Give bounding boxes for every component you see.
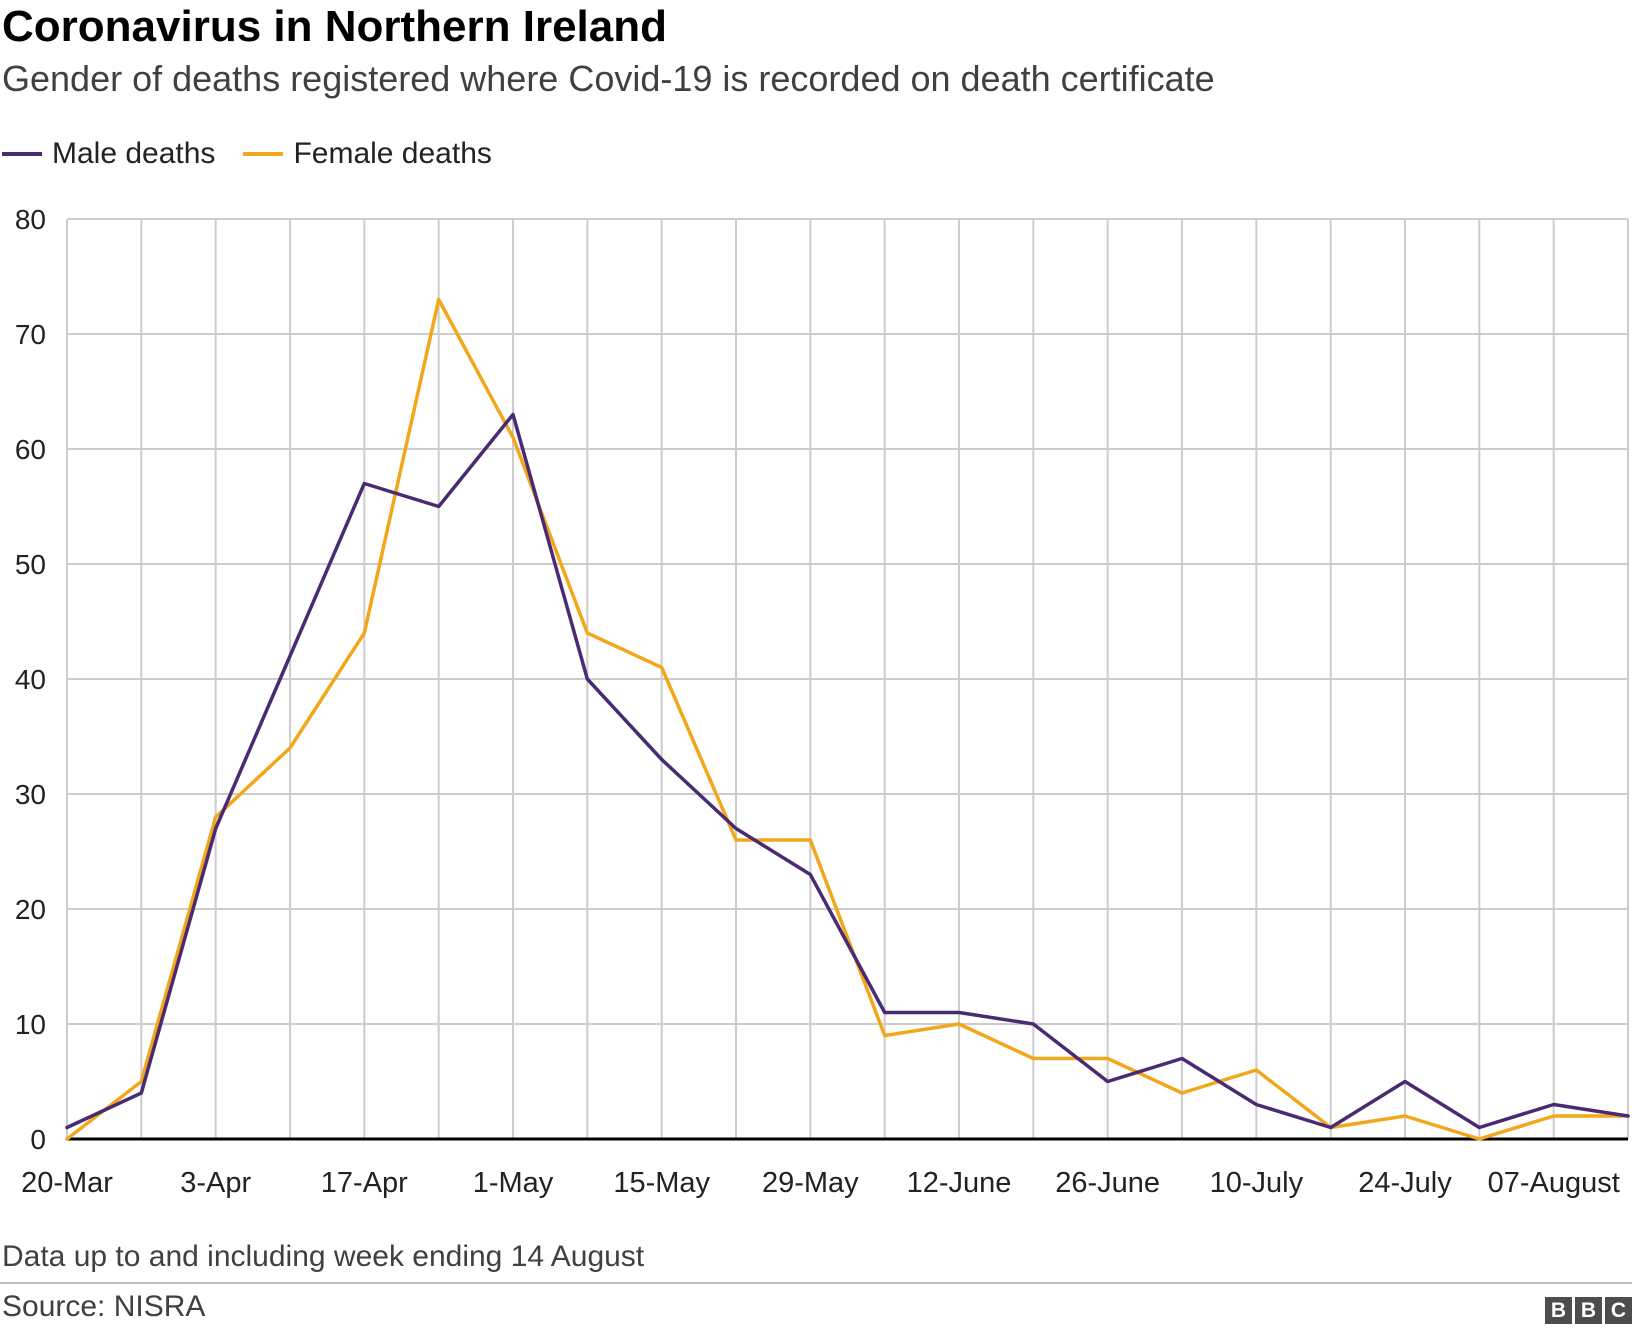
x-tick-label: 15-May bbox=[613, 1167, 710, 1199]
x-tick-label: 26-June bbox=[1055, 1167, 1160, 1199]
footer-divider bbox=[0, 1282, 1632, 1284]
y-tick-label: 60 bbox=[15, 434, 46, 465]
logo-letter: B bbox=[1575, 1297, 1602, 1324]
chart-title: Coronavirus in Northern Ireland bbox=[2, 2, 667, 51]
x-tick-label: 12-June bbox=[907, 1167, 1012, 1199]
series-line-female-deaths bbox=[65, 297, 1630, 1141]
chart-subtitle: Gender of deaths registered where Covid-… bbox=[2, 58, 1215, 99]
x-tick-label: 3-Apr bbox=[180, 1167, 251, 1199]
legend-swatch-female bbox=[243, 152, 284, 156]
logo-letter: B bbox=[1545, 1297, 1572, 1324]
legend-label-female: Female deaths bbox=[293, 137, 492, 170]
x-tick-label: 24-July bbox=[1358, 1167, 1452, 1199]
x-tick-label: 07-August bbox=[1488, 1167, 1620, 1199]
y-tick-label: 30 bbox=[15, 779, 46, 810]
line-chart: 0 10 20 30 40 50 60 70 80 20-Mar 3-Apr 17-Apr 1-May 1… bbox=[15, 204, 1630, 1199]
legend: Male deaths Female deaths bbox=[2, 136, 520, 172]
legend-label-male: Male deaths bbox=[52, 137, 216, 170]
legend-item-male: Male deaths bbox=[2, 137, 215, 171]
y-tick-label: 80 bbox=[15, 204, 46, 235]
y-tick-label: 50 bbox=[15, 549, 46, 580]
x-tick-label: 20-Mar bbox=[21, 1167, 113, 1199]
y-tick-label: 40 bbox=[15, 664, 46, 695]
y-tick-label: 0 bbox=[30, 1124, 46, 1155]
legend-swatch-male bbox=[2, 152, 42, 156]
y-tick-label: 10 bbox=[15, 1009, 46, 1040]
footnote: Data up to and including week ending 14 … bbox=[2, 1240, 645, 1273]
legend-item-female: Female deaths bbox=[243, 137, 492, 171]
x-tick-label: 17-Apr bbox=[321, 1167, 408, 1199]
x-tick-label: 29-May bbox=[762, 1167, 859, 1199]
logo-letter: C bbox=[1605, 1297, 1632, 1324]
series-line-male-deaths bbox=[65, 412, 1630, 1130]
y-tick-label: 70 bbox=[15, 319, 46, 350]
x-tick-label: 10-July bbox=[1210, 1167, 1304, 1199]
y-tick-label: 20 bbox=[15, 894, 46, 925]
bbc-logo: B B C bbox=[1542, 1297, 1632, 1324]
x-tick-label: 1-May bbox=[473, 1167, 554, 1199]
source-label: Source: NISRA bbox=[2, 1290, 206, 1323]
